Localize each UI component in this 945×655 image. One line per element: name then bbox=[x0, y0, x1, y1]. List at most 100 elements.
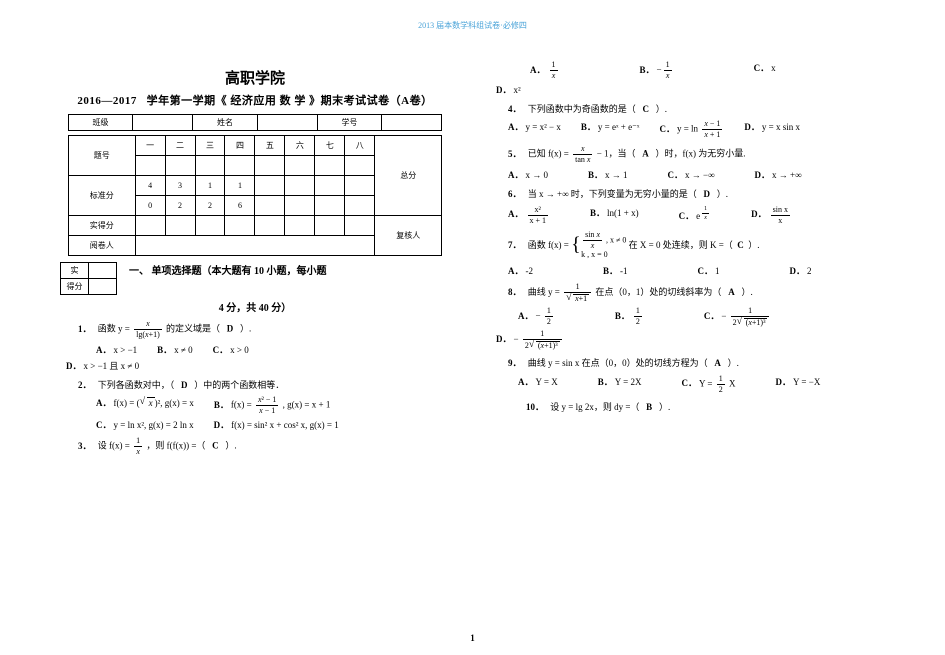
b4 bbox=[225, 156, 255, 176]
mini-r1: 实 bbox=[61, 263, 89, 279]
q7-b2-cond: x = 0 bbox=[591, 250, 608, 259]
q8-opts: A．− 12 B．12 C．− 12(x+1)³ bbox=[518, 307, 885, 327]
q2-B-pre: f(x) = bbox=[231, 400, 254, 410]
q10-stem: 设 y = lg 2x，则 dy =（ bbox=[550, 402, 639, 412]
q1-D: x > −1 且 x ≠ 0 bbox=[84, 361, 140, 371]
q3-post: ，则 f(f(x)) =（ bbox=[146, 441, 205, 451]
q6-num: 6． bbox=[508, 189, 522, 199]
g1 bbox=[135, 216, 165, 236]
q9-answer: A bbox=[714, 358, 721, 368]
q8-C-pre: − bbox=[721, 311, 728, 321]
q2-A-mid: )², g(x) = x bbox=[155, 398, 194, 408]
section-1-header: 实 得分 一、 单项选择题（本大题有 10 小题，每小题 4 分，共 40 分） bbox=[60, 262, 450, 314]
q1-D-line: D．x > −1 且 x ≠ 0 bbox=[66, 359, 450, 372]
q8-D-line: D．− 12(x+1)³ bbox=[496, 330, 885, 350]
question-10: 10． 设 y = lg 2x，则 dy =（ B ）. bbox=[526, 400, 885, 414]
g2 bbox=[165, 216, 195, 236]
s3b: 2 bbox=[195, 196, 225, 216]
q5-B: x → 1 bbox=[605, 170, 628, 180]
q4-A: y = x² − x bbox=[526, 122, 561, 132]
marker-blank bbox=[135, 236, 375, 256]
q7-num: 7． bbox=[508, 240, 522, 250]
q4-B: y = eˣ + e⁻ˣ bbox=[598, 122, 640, 132]
score-c7: 七 bbox=[315, 136, 345, 156]
s7 bbox=[315, 176, 345, 196]
q6-D-den: x bbox=[771, 216, 790, 225]
q4-num: 4． bbox=[508, 104, 522, 114]
header-watermark: 2013 届本数学科组试卷·必修四 bbox=[418, 20, 527, 31]
score-c1: 一 bbox=[135, 136, 165, 156]
student-info-table: 班级 姓名 学号 bbox=[68, 114, 442, 131]
mini-b2 bbox=[89, 279, 117, 295]
q3-close: ）. bbox=[225, 441, 236, 451]
q6-stem: 当 x → +∞ 时，下列变量为无穷小量的是（ bbox=[528, 189, 697, 199]
hdr-class-blank bbox=[133, 115, 193, 131]
q7-piecewise: sin xx , x ≠ 0 k , x = 0 bbox=[571, 231, 626, 260]
q9-B: Y = 2X bbox=[615, 377, 642, 387]
right-column: A．1x B．−1x C．x D．x² 4． 下列函数中为奇函数的是（ C ）.… bbox=[490, 55, 885, 625]
score-marker-label: 阅卷人 bbox=[68, 236, 135, 256]
q2-stem: 下列各函数对中，（ bbox=[98, 380, 175, 390]
q1-stem-post: 的定义域是（ bbox=[166, 324, 220, 334]
q3-D: x² bbox=[514, 85, 521, 95]
q9-opts: A．Y = X B．Y = 2X C．Y = 12 X D．Y = −X bbox=[518, 375, 885, 394]
score-c2: 二 bbox=[165, 136, 195, 156]
q10-num: 10． bbox=[526, 402, 544, 412]
score-total-label: 总分 bbox=[375, 136, 442, 216]
q1-B: x ≠ 0 bbox=[174, 345, 192, 355]
score-checker-label: 复核人 bbox=[375, 216, 442, 256]
q3-D-line: D．x² bbox=[496, 83, 885, 96]
g6 bbox=[285, 216, 315, 236]
question-6: 6． 当 x → +∞ 时，下列变量为无穷小量的是（ D ）. bbox=[508, 187, 885, 201]
section-1-num: 一、 bbox=[129, 266, 149, 277]
score-c8: 八 bbox=[345, 136, 375, 156]
q1-close: ）. bbox=[240, 324, 251, 334]
question-7: 7． 函数 f(x) = sin xx , x ≠ 0 k , x = 0 在 … bbox=[508, 231, 885, 260]
q9-A: Y = X bbox=[536, 377, 558, 387]
b5 bbox=[255, 156, 285, 176]
s6 bbox=[285, 176, 315, 196]
b6 bbox=[285, 156, 315, 176]
g8 bbox=[345, 216, 375, 236]
mini-b1 bbox=[89, 263, 117, 279]
s1: 4 bbox=[135, 176, 165, 196]
question-4: 4． 下列函数中为奇函数的是（ C ）. bbox=[508, 102, 885, 116]
q5-answer: A bbox=[642, 149, 649, 159]
q10-post: ）. bbox=[659, 402, 670, 412]
q6-B: ln(1 + x) bbox=[607, 208, 639, 218]
college-title: 高职学院 bbox=[60, 67, 450, 88]
s4: 1 bbox=[225, 176, 255, 196]
q1-C: x > 0 bbox=[230, 345, 249, 355]
q5-close: ）时，f(x) 为无穷小量. bbox=[656, 149, 746, 159]
question-9: 9． 曲线 y = sin x 在点（0，0）处的切线方程为（ A ）. bbox=[508, 356, 885, 370]
s5 bbox=[255, 176, 285, 196]
q8-answer: A bbox=[728, 287, 735, 297]
q9-C-post: X bbox=[727, 378, 736, 388]
s5b bbox=[255, 196, 285, 216]
q4-C-pre: y = ln bbox=[677, 124, 700, 134]
g5 bbox=[255, 216, 285, 236]
q5-C: x → −∞ bbox=[685, 170, 715, 180]
s2: 3 bbox=[165, 176, 195, 196]
hdr-class-label: 班级 bbox=[68, 115, 132, 131]
q5-A: x → 0 bbox=[526, 170, 549, 180]
q7-post: 在 X = 0 处连续，则 K =（ bbox=[629, 240, 733, 250]
section-1-title-2: 4 分，共 40 分） bbox=[60, 295, 450, 314]
mini-r2: 得分 bbox=[61, 279, 89, 295]
q9-num: 9． bbox=[508, 358, 522, 368]
q7-opts: A．-2 B．-1 C．1 D．2 bbox=[508, 264, 885, 277]
score-c5: 五 bbox=[255, 136, 285, 156]
q5-pre: 已知 f(x) = bbox=[528, 149, 571, 159]
s7b bbox=[315, 196, 345, 216]
g3 bbox=[195, 216, 225, 236]
q6-A-den: x + 1 bbox=[528, 216, 549, 225]
q2-post: ）中的两个函数相等． bbox=[194, 380, 284, 390]
q8-close: ）. bbox=[741, 287, 752, 297]
score-got-label: 实得分 bbox=[68, 216, 135, 236]
q7-B: -1 bbox=[620, 266, 628, 276]
q4-D: y = x sin x bbox=[762, 122, 800, 132]
question-3: 3． 设 f(x) = 1x ，则 f(f(x)) =（ C ）. bbox=[78, 437, 450, 456]
hdr-name-blank bbox=[257, 115, 317, 131]
q2-opts: A．f(x) = (x)², g(x) = x B．f(x) = x² − 1x… bbox=[96, 396, 450, 415]
q2-num: 2． bbox=[78, 380, 92, 390]
